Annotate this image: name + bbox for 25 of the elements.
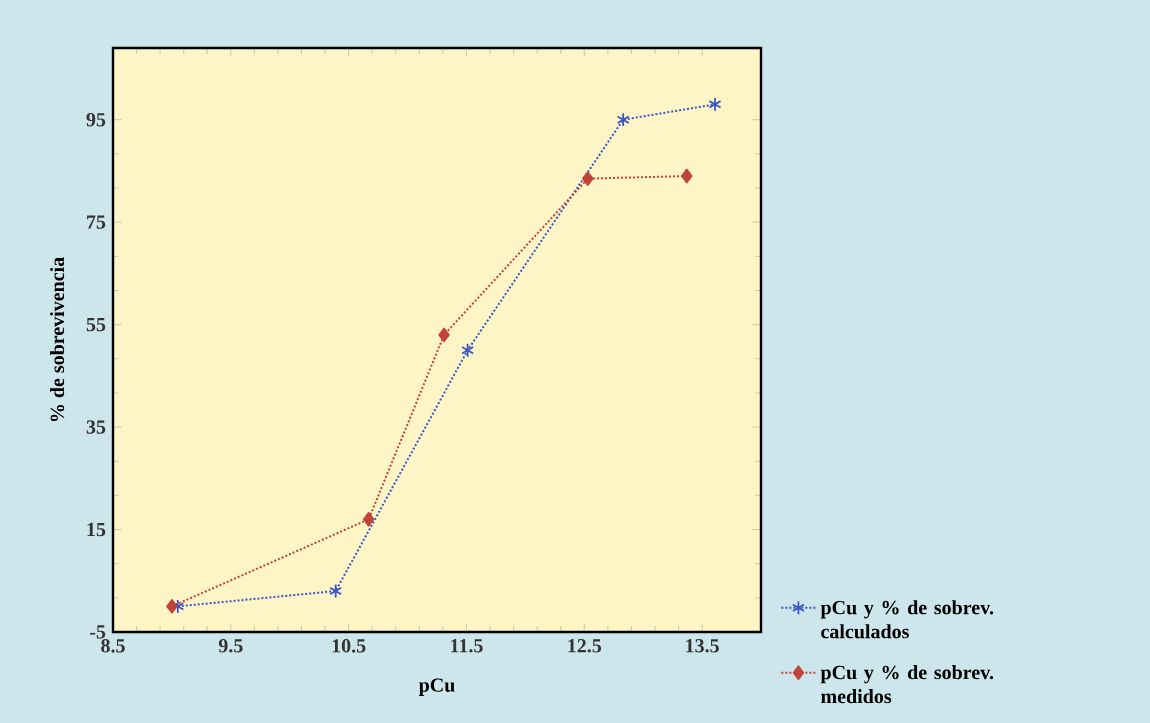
y-tick-label: -5 <box>90 625 106 639</box>
x-tick-label: 13.5 <box>686 639 719 653</box>
y-tick-label: 35 <box>86 420 106 434</box>
y-tick-label: 15 <box>87 522 106 537</box>
y-tick-label: 95 <box>86 113 106 127</box>
point <box>461 342 475 358</box>
y-tick-label: 55 <box>86 317 106 332</box>
point <box>582 171 594 186</box>
point <box>708 97 722 112</box>
x-axis-title: pCu <box>418 678 455 696</box>
x-tick-label: 8.5 <box>101 639 125 653</box>
point <box>166 599 178 614</box>
x-tick-label: 11.5 <box>451 639 483 653</box>
x-tick-label: 12.5 <box>568 639 602 653</box>
legend-label: pCu y % de sobrev. medidos <box>820 665 994 704</box>
point <box>681 168 693 184</box>
x-tick-label: 10.5 <box>332 639 366 653</box>
legend-label: pCu y % de sobrev. calculados <box>820 600 994 639</box>
point <box>362 512 375 527</box>
y-axis-title: % de sobrevivencia <box>50 257 65 422</box>
y-tick-label: 75 <box>87 215 106 229</box>
point <box>438 327 450 343</box>
x-tick-label: 9.5 <box>218 639 243 653</box>
point <box>329 583 343 599</box>
point <box>616 112 630 128</box>
